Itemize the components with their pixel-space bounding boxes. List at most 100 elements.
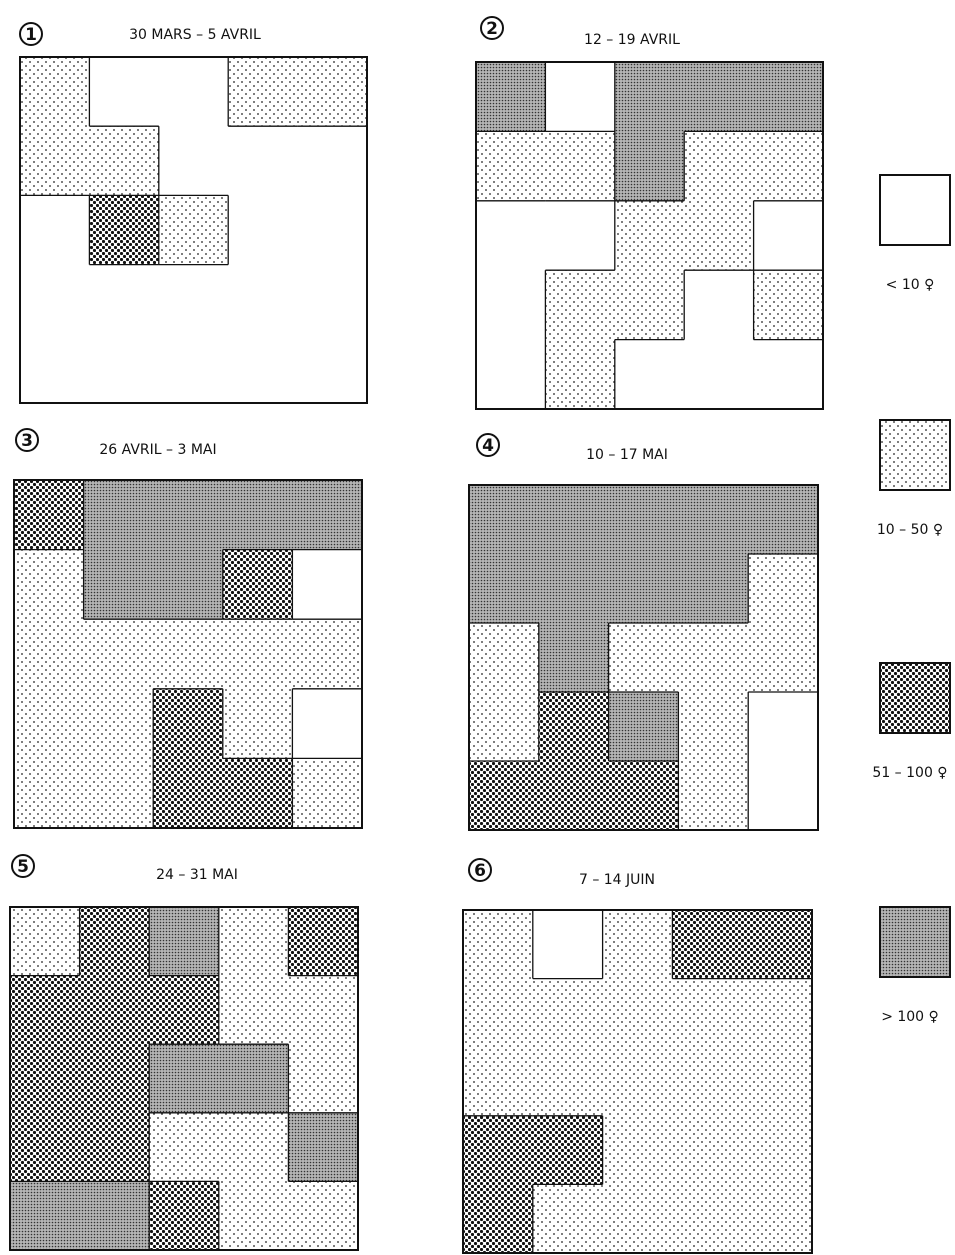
cell xyxy=(753,339,824,410)
cell xyxy=(463,978,534,1048)
cell xyxy=(153,619,224,690)
cell xyxy=(288,1044,359,1114)
legend-label: < 10 ♀ xyxy=(886,277,935,293)
cell xyxy=(614,131,685,202)
number-circle xyxy=(480,16,504,40)
cell xyxy=(89,195,160,265)
cell xyxy=(14,619,84,690)
cell xyxy=(753,62,824,132)
cell xyxy=(742,1047,813,1117)
cell xyxy=(83,549,154,620)
cell xyxy=(79,975,150,1045)
cell xyxy=(222,480,293,550)
cell xyxy=(218,1044,289,1114)
cell xyxy=(538,554,609,624)
cell xyxy=(83,688,154,759)
panel-frame xyxy=(9,906,359,1251)
cell xyxy=(83,619,154,690)
cell xyxy=(218,907,289,976)
cell xyxy=(292,688,363,759)
cell xyxy=(79,1112,150,1182)
legend-label: 10 – 50 ♀ xyxy=(877,522,943,538)
panel-dates: 12 – 19 AVRIL xyxy=(584,32,680,48)
cell xyxy=(89,333,160,404)
cell xyxy=(532,910,603,979)
cell xyxy=(89,57,160,127)
cell xyxy=(545,62,616,132)
cell xyxy=(288,1112,359,1182)
cell xyxy=(672,1184,743,1254)
legend-swatch xyxy=(879,174,951,246)
cell xyxy=(684,131,754,202)
cell xyxy=(228,195,298,265)
cell xyxy=(476,270,546,340)
cell xyxy=(684,62,754,132)
cell xyxy=(678,485,749,555)
panel-frame xyxy=(19,56,368,404)
cell xyxy=(222,549,293,620)
cell xyxy=(614,339,685,410)
cell xyxy=(602,978,673,1048)
panel-frame xyxy=(13,479,363,829)
cell xyxy=(228,126,298,196)
cell xyxy=(218,1112,289,1182)
cell xyxy=(753,131,824,202)
cell xyxy=(153,549,224,620)
number-circle xyxy=(11,854,35,878)
panel-dates: 10 – 17 MAI xyxy=(586,447,668,463)
cell xyxy=(614,62,685,132)
cell xyxy=(748,623,819,693)
cell xyxy=(292,619,363,690)
cell xyxy=(614,270,685,340)
cell xyxy=(292,480,363,550)
cell xyxy=(602,1115,673,1185)
cell xyxy=(678,623,749,693)
cell xyxy=(672,1115,743,1185)
cell xyxy=(83,758,154,829)
cell xyxy=(748,761,819,831)
cell xyxy=(742,910,813,979)
cell xyxy=(545,270,616,340)
cell xyxy=(538,761,609,831)
cell xyxy=(678,554,749,624)
cell xyxy=(538,485,609,555)
panel-frame xyxy=(468,484,819,831)
cell xyxy=(608,692,679,762)
cell xyxy=(158,195,229,265)
cell xyxy=(608,761,679,831)
cell xyxy=(469,761,540,831)
cell xyxy=(678,692,749,762)
cell xyxy=(672,978,743,1048)
cell xyxy=(79,1181,150,1251)
panel-frame xyxy=(475,61,824,410)
cell xyxy=(297,195,368,265)
cell xyxy=(463,1184,534,1254)
legend-label: 51 – 100 ♀ xyxy=(872,765,947,781)
cell xyxy=(748,485,819,555)
cell xyxy=(532,978,603,1048)
cell xyxy=(149,1181,220,1251)
cell xyxy=(288,975,359,1045)
panel-dates: 26 AVRIL – 3 MAI xyxy=(99,442,216,458)
cell xyxy=(228,264,298,335)
cell xyxy=(288,907,359,976)
cell xyxy=(463,1047,534,1117)
cell xyxy=(158,57,229,127)
cell xyxy=(545,339,616,410)
cell xyxy=(297,264,368,335)
cell xyxy=(288,1181,359,1251)
cell xyxy=(476,200,546,271)
cell xyxy=(83,480,154,550)
cell xyxy=(222,688,293,759)
cell xyxy=(742,1115,813,1185)
cell xyxy=(463,1115,534,1185)
cell xyxy=(158,126,229,196)
cell xyxy=(476,131,546,202)
cell xyxy=(153,758,224,829)
cell xyxy=(684,200,754,271)
panel-dates: 30 MARS – 5 AVRIL xyxy=(129,27,261,43)
panel-number: 2 xyxy=(486,19,498,39)
cell xyxy=(222,619,293,690)
number-circle xyxy=(15,428,39,452)
